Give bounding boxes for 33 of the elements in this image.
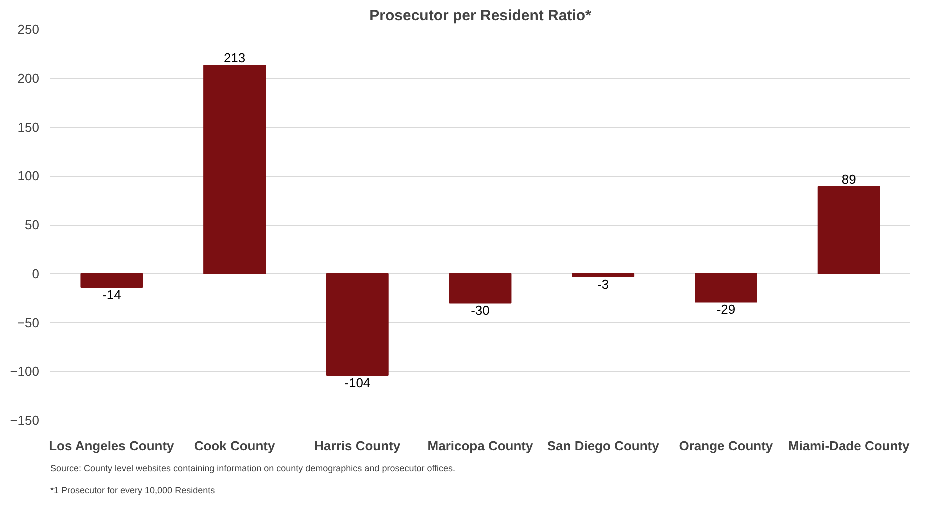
data-label: -14: [102, 288, 122, 303]
data-label: -3: [598, 276, 610, 292]
data-label: -104: [344, 376, 371, 391]
x-tick-label: Cook County: [194, 438, 276, 454]
x-tick-label: Orange County: [679, 438, 774, 454]
source-note: Source: County level websites containing information on county demographics and prosecutor offices.: [50, 464, 456, 474]
y-tick-label: 100: [18, 168, 40, 184]
y-tick-label: 0: [32, 266, 40, 282]
bar: [326, 273, 389, 376]
bar: [80, 273, 144, 288]
data-label: -29: [716, 302, 736, 318]
chart-title: Prosecutor per Resident Ratio*: [370, 8, 592, 24]
bar: [204, 65, 266, 274]
x-tick-label: San Diego County: [547, 438, 660, 454]
data-label: -30: [471, 303, 490, 318]
y-tick-label: −100: [10, 364, 40, 380]
y-tick-label: 50: [25, 218, 40, 232]
text: *1 Prosecutor for every 10,000 Residents: [50, 486, 216, 496]
bar: [572, 273, 635, 278]
bar: [818, 186, 880, 274]
bar: [695, 273, 758, 303]
bar: [449, 273, 512, 304]
y-tick-label: −150: [10, 413, 40, 428]
x-tick-label: Miami-Dade County: [788, 438, 911, 454]
y-tick-label: 250: [18, 22, 40, 37]
y-tick-label: −50: [17, 315, 40, 330]
data-label: 89: [842, 172, 856, 187]
x-tick-label: Harris County: [314, 438, 402, 454]
y-tick-label: 200: [18, 70, 40, 86]
data-label: 213: [224, 50, 246, 66]
x-tick-label: Maricopa County: [428, 438, 534, 454]
x-tick-label: Los Angeles County: [49, 438, 176, 454]
y-tick-label: 150: [18, 120, 40, 135]
